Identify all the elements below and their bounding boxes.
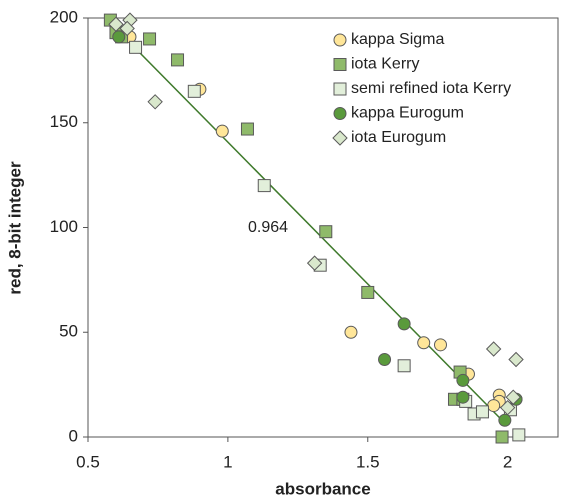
- point: [378, 352, 392, 366]
- point: [171, 53, 185, 67]
- legend-label: kappa Sigma: [351, 31, 444, 48]
- legend-marker: [333, 107, 347, 120]
- point: [215, 124, 229, 138]
- legend-label: semi refined iota Kerry: [351, 80, 511, 97]
- point: [495, 430, 509, 444]
- y-tick-label: 100: [50, 217, 78, 236]
- y-tick-label: 150: [50, 112, 78, 131]
- x-tick-label: 1: [223, 452, 232, 471]
- point: [417, 336, 431, 350]
- point: [456, 390, 470, 404]
- point: [319, 225, 333, 239]
- legend-marker: [333, 82, 347, 96]
- legend-label: iota Kerry: [351, 56, 419, 73]
- x-tick-label: 1.5: [356, 452, 380, 471]
- point: [119, 20, 135, 37]
- legend-marker: [333, 58, 347, 71]
- point: [108, 16, 124, 32]
- point: [505, 389, 521, 405]
- point: [456, 373, 470, 387]
- point: [499, 399, 516, 416]
- legend-label: iota Eurogum: [351, 129, 446, 146]
- point: [508, 351, 524, 368]
- point: [344, 325, 358, 339]
- point: [397, 359, 411, 373]
- y-tick-label: 200: [50, 7, 78, 26]
- point: [512, 428, 526, 442]
- point: [112, 30, 126, 44]
- y-tick-label: 50: [59, 322, 78, 341]
- point: [240, 122, 254, 136]
- point: [143, 32, 157, 46]
- fit-line: [107, 19, 503, 421]
- fit-annotation: 0.964: [248, 219, 288, 236]
- point: [129, 40, 143, 54]
- x-tick-label: 0.5: [76, 452, 100, 471]
- point: [361, 285, 375, 299]
- point: [147, 94, 163, 110]
- point: [475, 405, 489, 419]
- legend-marker: [332, 130, 348, 146]
- point: [498, 413, 512, 427]
- point: [485, 341, 502, 357]
- x-axis-label: absorbance: [275, 479, 370, 498]
- point: [397, 317, 411, 331]
- point: [434, 338, 447, 352]
- point: [187, 84, 201, 98]
- x-tick-label: 2: [503, 452, 512, 471]
- point: [257, 179, 271, 193]
- legend-label: kappa Eurogum: [351, 105, 464, 122]
- point: [306, 255, 323, 271]
- y-tick-label: 0: [69, 426, 78, 445]
- y-axis-label: red, 8-bit integer: [5, 161, 24, 295]
- legend-marker: [333, 33, 347, 47]
- point: [487, 399, 501, 413]
